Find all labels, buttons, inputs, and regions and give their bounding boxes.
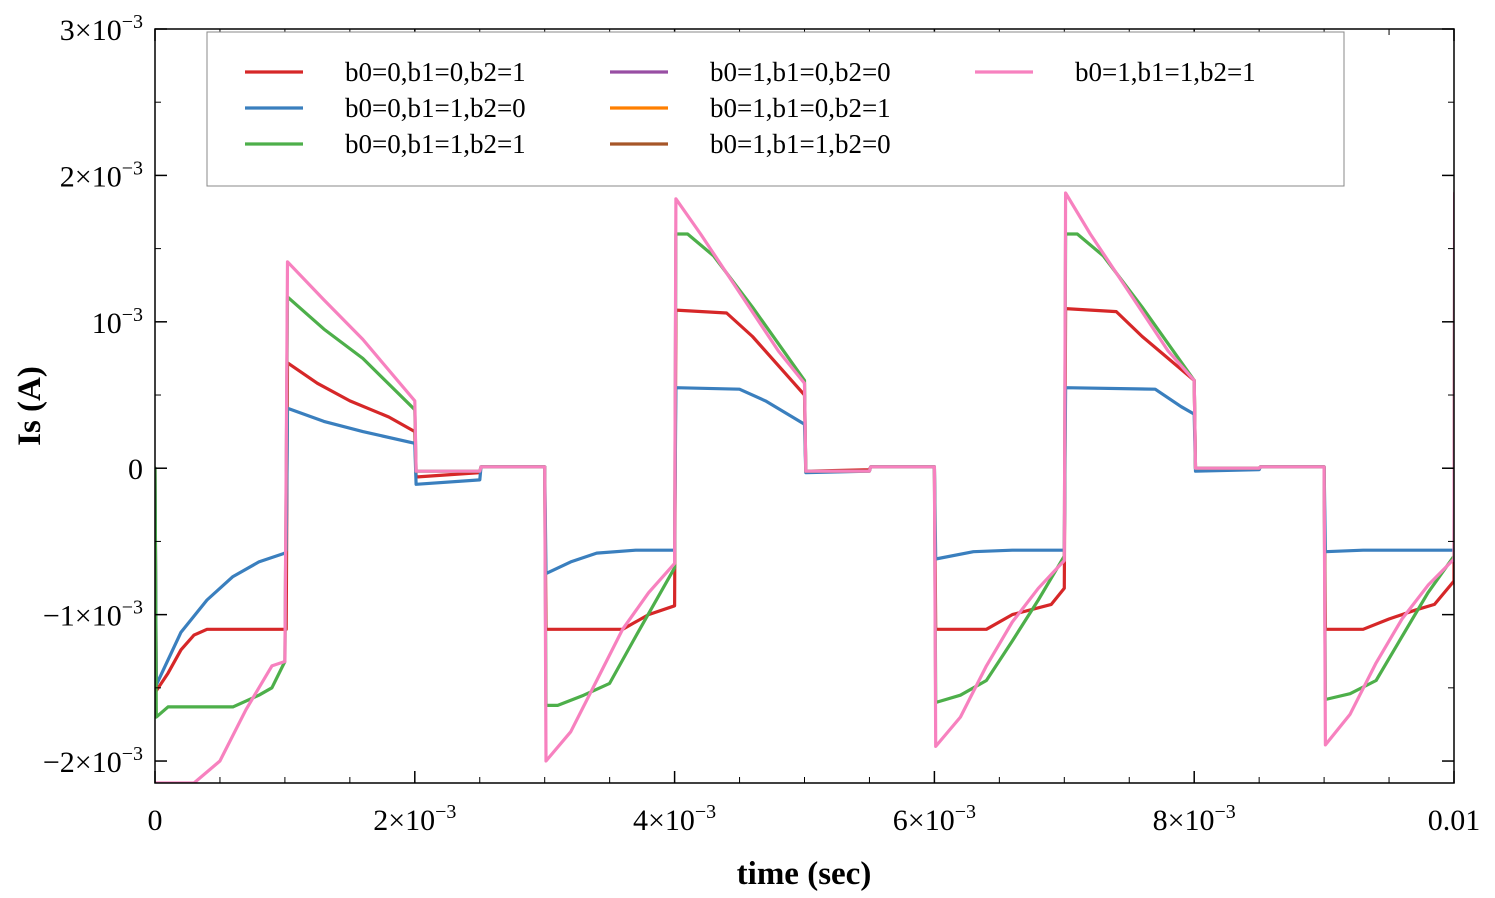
- x-tick-label: 6×10−3: [893, 801, 976, 837]
- y-axis-title: Is (A): [12, 366, 48, 446]
- series-line-0: [155, 307, 1454, 693]
- y-tick-label: −1×10−3: [43, 597, 143, 633]
- x-tick-label: 2×10−3: [373, 801, 456, 837]
- series-line-2: [155, 232, 1454, 719]
- y-tick-label: 0: [128, 453, 143, 486]
- legend-label-1: b0=0,b1=1,b2=0: [345, 93, 526, 123]
- series-line-6: [155, 191, 1454, 783]
- y-tick-label: 3×10−3: [60, 11, 143, 47]
- legend-label-3: b0=1,b1=0,b2=0: [710, 57, 891, 87]
- legend-label-0: b0=0,b1=0,b2=1: [345, 57, 526, 87]
- legend-label-4: b0=1,b1=0,b2=1: [710, 93, 891, 123]
- legend: b0=0,b1=0,b2=1 b0=0,b1=1,b2=0 b0=0,b1=1,b2…: [206, 31, 1345, 187]
- x-tick-label: 0.01: [1428, 804, 1481, 837]
- x-tick-label: 4×10−3: [633, 801, 716, 837]
- legend-label-5: b0=1,b1=1,b2=0: [710, 129, 891, 159]
- legend-label-6: b0=1,b1=1,b2=1: [1075, 57, 1256, 87]
- x-axis-title: time (sec): [737, 856, 872, 892]
- x-tick-label: 0: [148, 804, 163, 837]
- y-tick-label: 10−3: [92, 304, 143, 340]
- legend-label-2: b0=0,b1=1,b2=1: [345, 129, 526, 159]
- y-tick-label: −2×10−3: [43, 743, 143, 779]
- legend-frame: [206, 31, 1345, 187]
- series-layer: [155, 191, 1454, 783]
- x-tick-label: 8×10−3: [1153, 801, 1236, 837]
- y-tick-label: 2×10−3: [60, 157, 143, 193]
